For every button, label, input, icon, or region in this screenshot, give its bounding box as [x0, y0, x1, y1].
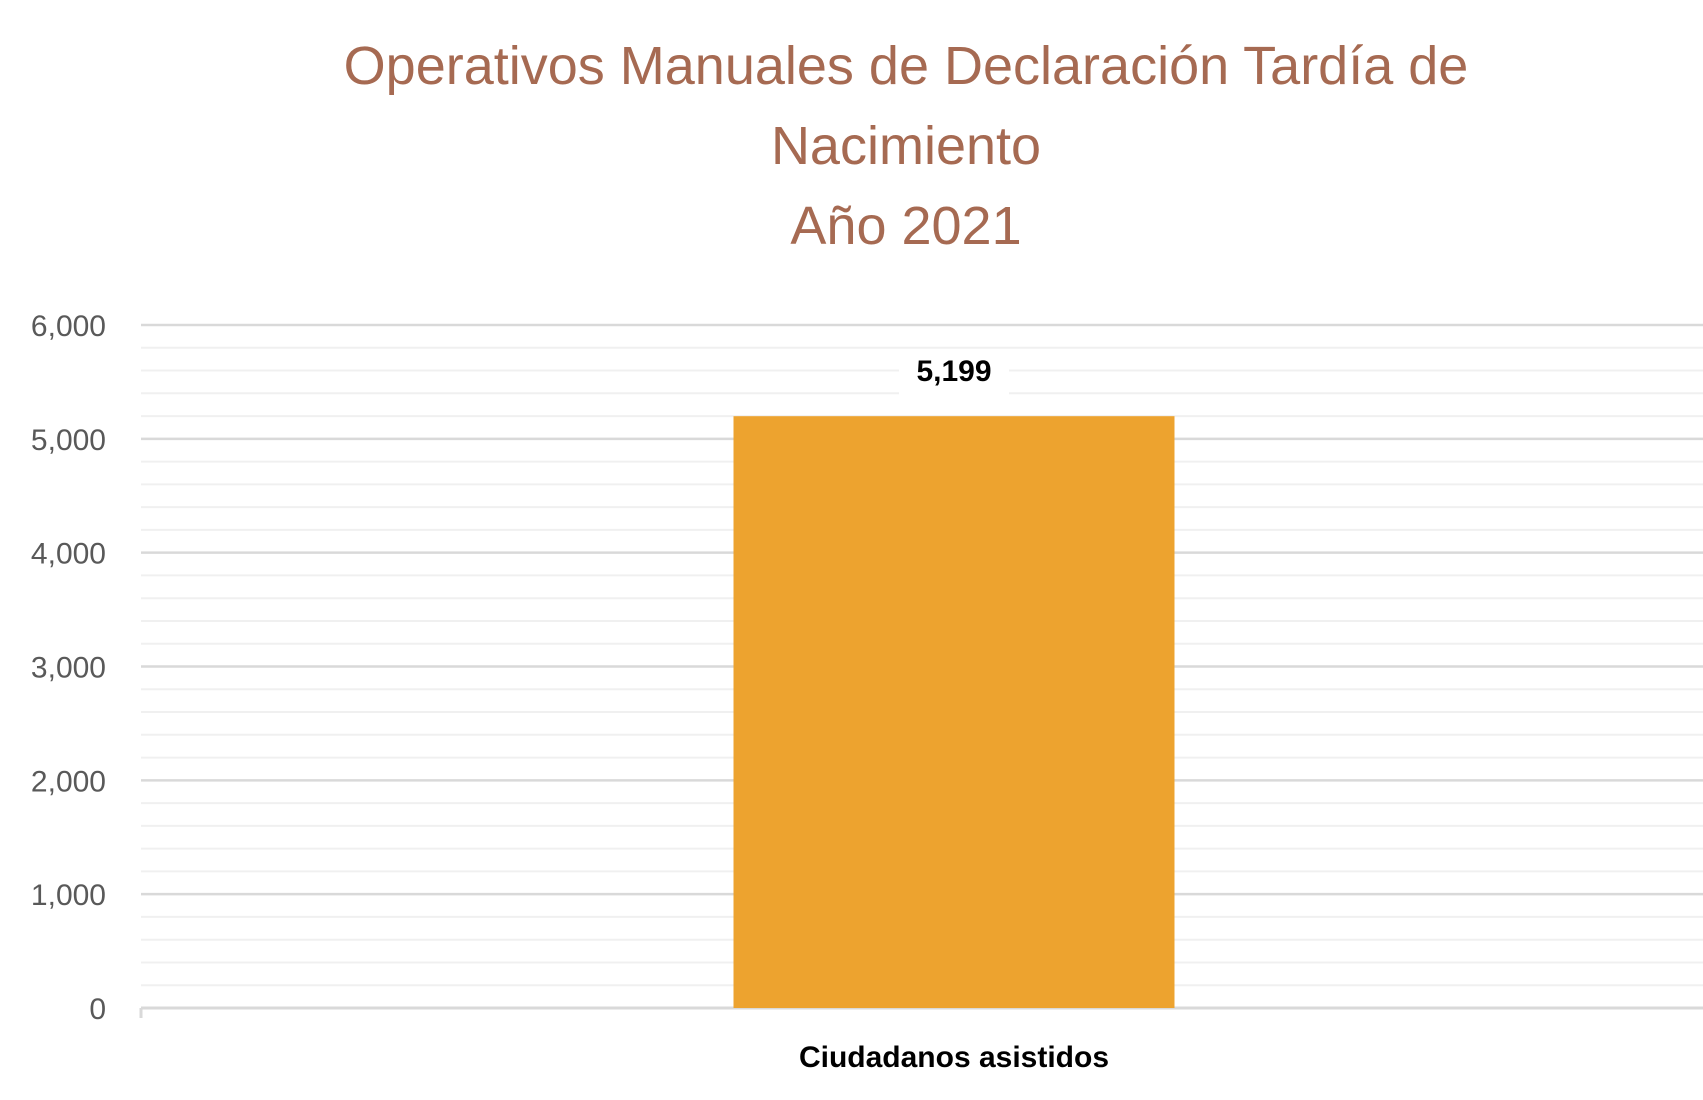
- chart-title-line-3: Año 2021: [790, 196, 1022, 256]
- chart-title: Operativos Manuales de Declaración Tardí…: [0, 26, 1703, 266]
- axes: [139, 1006, 1703, 1018]
- bar: [733, 416, 1175, 1008]
- bars: [733, 416, 1175, 1008]
- y-tick-label: 4,000: [31, 538, 106, 571]
- y-tick-label: 1,000: [31, 879, 106, 912]
- y-tick-label: 2,000: [31, 765, 106, 798]
- labels: 0 1,000 2,000 3,000 4,000 5,000 6,000 5,199 Ciud…: [31, 310, 1109, 1074]
- y-tick-label: 0: [89, 993, 106, 1026]
- category-label: Ciudadanos asistidos: [799, 1041, 1109, 1074]
- chart-title-line-1: Operativos Manuales de Declaración Tardí…: [343, 36, 1469, 96]
- data-label-background: [899, 349, 1009, 396]
- chart-title-line-2: Nacimiento: [770, 116, 1042, 176]
- y-tick-label: 6,000: [31, 310, 106, 343]
- y-tick-label: 3,000: [31, 652, 106, 685]
- y-tick-label: 5,000: [31, 424, 106, 457]
- data-label: 5,199: [916, 355, 991, 388]
